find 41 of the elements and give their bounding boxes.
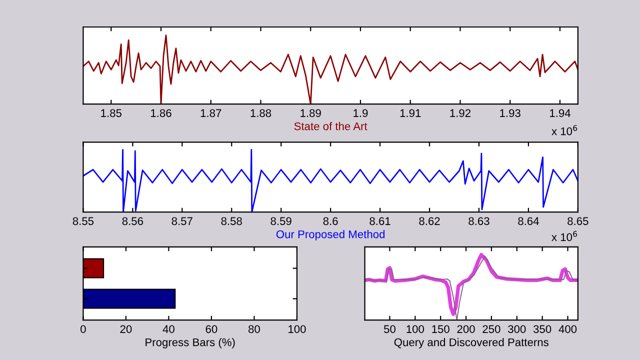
x-tick-label: 40 — [162, 325, 174, 334]
x-tick-label: 1.87 — [200, 109, 222, 118]
x-tick-label: 8.57 — [172, 217, 192, 226]
text: x 10$^{6}$ — [552, 230, 578, 242]
x-tick-label: 8.61 — [370, 217, 390, 226]
x-tick-label: 1.92 — [450, 109, 470, 118]
x-tick-label: 8.63 — [468, 217, 490, 226]
x-tick-label: 100 — [288, 325, 306, 334]
x-tick-label: 1.94 — [550, 109, 570, 118]
x-tick-label: 8.56 — [122, 217, 143, 226]
x-axis-title: State of the Art — [294, 122, 368, 130]
x-tick-label: 8.62 — [419, 217, 440, 226]
x-tick-label: 8.64 — [518, 217, 539, 226]
x-tick-label: 350 — [533, 325, 552, 334]
x-tick-label: 100 — [406, 325, 424, 334]
x-axis-title: Our Proposed Method — [276, 230, 385, 240]
text: x 10$^{6}$ — [552, 125, 578, 136]
x-tick-label: 150 — [432, 325, 450, 334]
x-tick-label: 1.88 — [250, 109, 272, 118]
x-axis-title: Query and Discovered Patterns — [394, 338, 548, 348]
x-tick-label: 1.91 — [400, 109, 421, 118]
x-tick-label: 60 — [206, 325, 218, 334]
x-tick-label: 1.86 — [151, 109, 172, 118]
x-tick-label: 300 — [508, 325, 526, 334]
x-tick-label: 8.55 — [72, 217, 94, 226]
x-tick-label: 400 — [558, 325, 577, 334]
x-tick-label: 250 — [482, 325, 500, 334]
x-tick-label: 50 — [384, 325, 396, 334]
x-tick-label: 80 — [248, 325, 260, 334]
x-tick-label: 20 — [120, 325, 132, 334]
x-tick-label: 8.65 — [568, 217, 588, 226]
x-tick-label: 200 — [457, 325, 475, 334]
x-tick-label: 0 — [80, 325, 86, 334]
x-tick-label: 1.85 — [101, 109, 122, 118]
x-tick-label: 1.9 — [354, 109, 368, 118]
x-tick-label: 1.89 — [300, 109, 321, 118]
x-tick-label: 8.6 — [323, 217, 338, 226]
x-tick-label: 8.59 — [270, 217, 292, 226]
x-tick-label: 1.93 — [500, 109, 520, 118]
x-axis-title: Progress Bars (%) — [146, 338, 235, 348]
x-tick-label: 8.58 — [221, 217, 242, 226]
